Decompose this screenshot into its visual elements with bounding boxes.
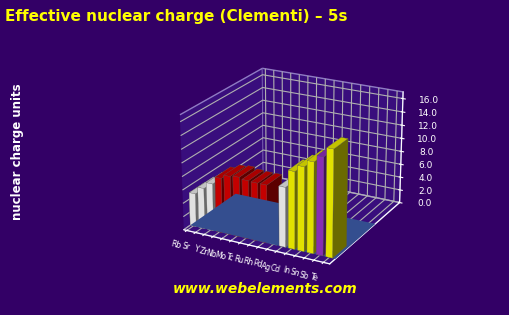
Text: Effective nuclear charge (Clementi) – 5s: Effective nuclear charge (Clementi) – 5s bbox=[5, 9, 347, 25]
Text: nuclear charge units: nuclear charge units bbox=[11, 83, 24, 220]
Text: www.webelements.com: www.webelements.com bbox=[173, 282, 357, 296]
